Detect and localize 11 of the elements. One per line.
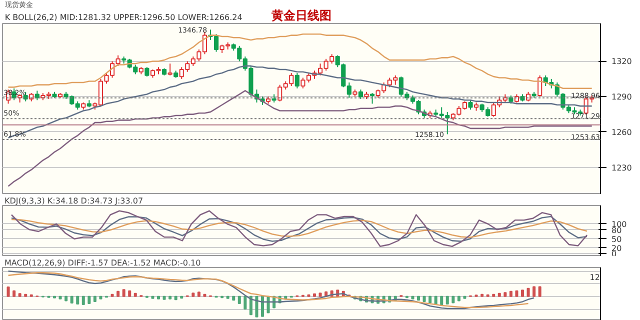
chart-title: 黄金日线图 <box>270 8 332 22</box>
chart-subtitle: KDJ(9,3,3) K:34.18 D:34.73 J:33.07 <box>4 196 144 206</box>
chart-subtitle: MACD(12,26,9) DIFF:-1.57 DEA:-1.52 MACD:-0.10 <box>4 258 201 268</box>
y-tick-label: 1230 <box>612 163 632 172</box>
y-tick-label: 1320 <box>612 57 632 66</box>
y-tick-label: 1290 <box>612 92 632 102</box>
chart-subtitle: K BOLL(26,2) MID:1281.32 UPPER:1296.50 LOWER:1266.24 <box>4 13 242 22</box>
annotation: 12 <box>590 273 600 282</box>
y-tick-label: 50 <box>612 234 622 244</box>
y-tick-label: 20 <box>612 244 622 253</box>
y-tick-label: 1260 <box>612 128 632 137</box>
